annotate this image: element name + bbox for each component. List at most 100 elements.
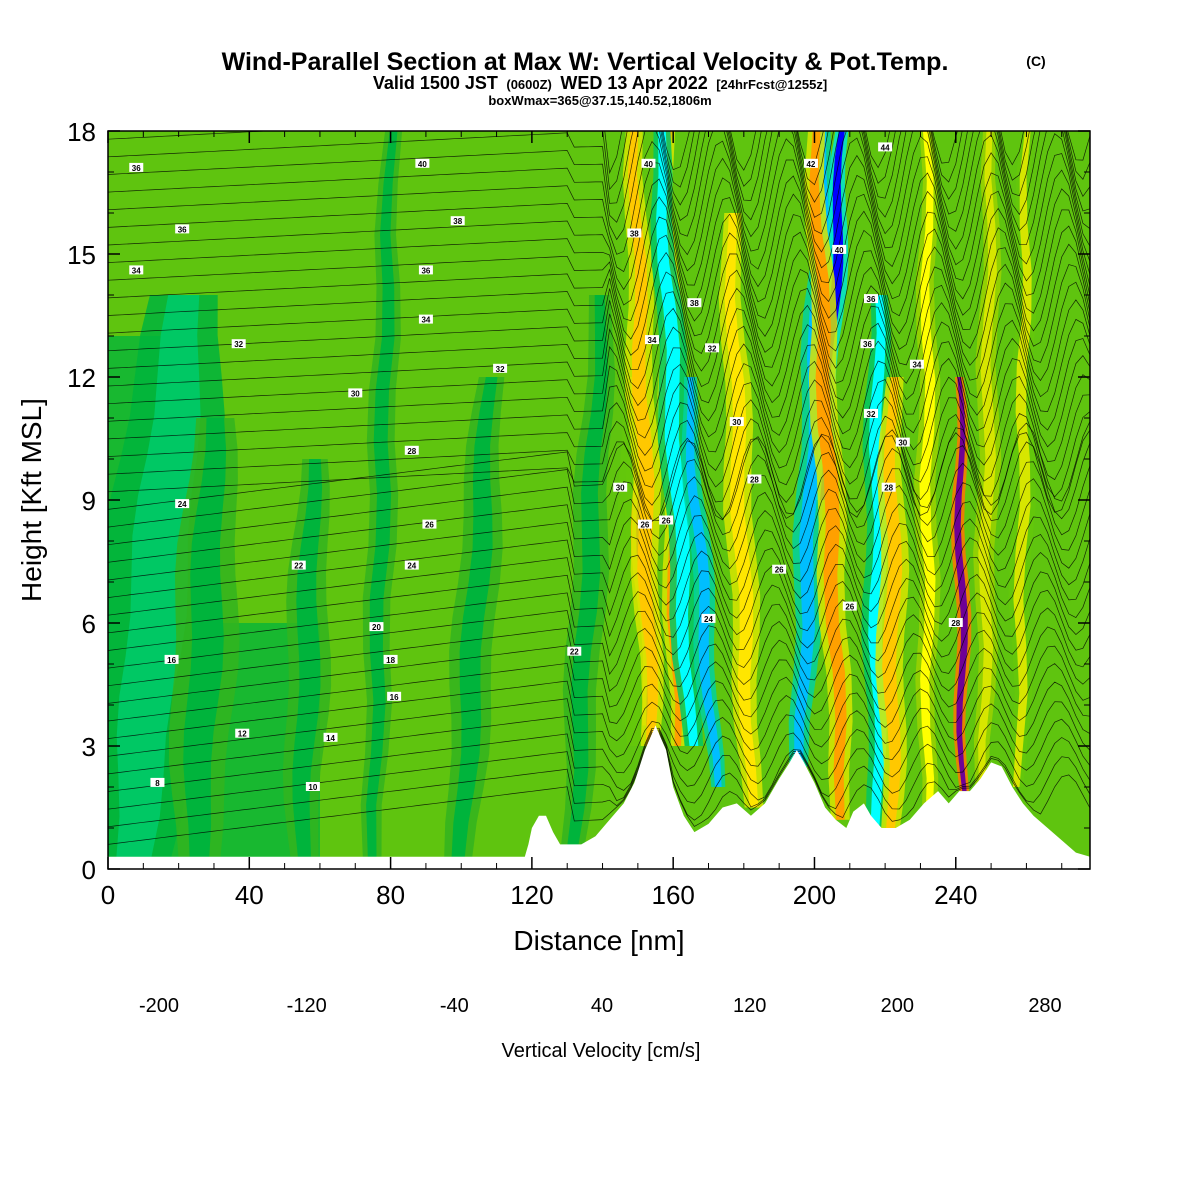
theta-label: 22 [567, 646, 582, 657]
velocity-core [919, 131, 936, 828]
x-axis-title: Distance [nm] [513, 925, 684, 956]
theta-contour-line [108, 496, 1090, 589]
theta-label: 26 [772, 564, 787, 575]
colorbar-tick-label: -200 [139, 995, 179, 1017]
theta-contour-line [108, 533, 1090, 622]
svg-text:16: 16 [167, 656, 176, 665]
svg-text:16: 16 [390, 693, 399, 702]
svg-text:34: 34 [912, 361, 921, 370]
svg-text:34: 34 [648, 336, 657, 345]
theta-label: 36 [418, 265, 433, 275]
theta-label: 28 [948, 618, 963, 628]
theta-label: 20 [369, 622, 384, 632]
theta-contour-line [108, 461, 1090, 556]
theta-contour-line [108, 131, 1090, 241]
theta-contour-line [108, 355, 1090, 456]
theta-contour-line [108, 589, 1090, 676]
svg-text:30: 30 [616, 484, 625, 493]
theta-label: 24 [404, 560, 419, 571]
svg-text:30: 30 [732, 418, 741, 427]
y-tick-label: 0 [82, 855, 96, 885]
theta-contour-line [108, 225, 1090, 340]
theta-contour-line [108, 169, 1090, 291]
theta-label: 32 [705, 343, 720, 353]
theta-contour-line [108, 731, 1090, 828]
svg-text:40: 40 [644, 160, 653, 169]
colorbar-tick-label: 40 [591, 995, 613, 1017]
svg-text:36: 36 [421, 266, 430, 275]
x-tick-label: 120 [510, 880, 553, 910]
theta-contour-line [108, 393, 1090, 488]
svg-text:34: 34 [421, 316, 430, 325]
colorbar-tick-label: 120 [733, 995, 766, 1017]
theta-contour-line [108, 299, 1090, 407]
theta-label: 26 [637, 519, 652, 530]
theta-label: 18 [383, 654, 398, 665]
velocity-core [366, 131, 398, 857]
svg-text:24: 24 [704, 615, 713, 624]
svg-text:32: 32 [496, 365, 505, 374]
svg-text:30: 30 [898, 439, 907, 448]
theta-contour-line [108, 701, 1090, 775]
theta-contour-line [108, 152, 1090, 273]
theta-contour-line [108, 421, 1090, 521]
velocity-core [292, 459, 323, 857]
theta-contour-line [108, 718, 1090, 792]
svg-text:36: 36 [178, 225, 187, 234]
theta-label: 26 [422, 519, 437, 530]
velocity-core [183, 418, 227, 857]
theta-label: 42 [803, 158, 818, 169]
y-tick-label: 6 [82, 609, 96, 639]
theta-label: 14 [323, 732, 338, 743]
theta-label: 30 [348, 388, 363, 398]
theta-label: 34 [129, 265, 144, 275]
box-max-info: boxWmax=365@37.15,140.52,1806m [488, 93, 711, 108]
svg-text:34: 34 [132, 266, 141, 275]
svg-text:44: 44 [881, 143, 890, 152]
theta-contour-line [108, 429, 1090, 522]
velocity-core [685, 377, 722, 787]
svg-text:28: 28 [884, 484, 893, 493]
svg-text:38: 38 [453, 217, 462, 226]
svg-text:28: 28 [750, 476, 759, 485]
colorbar-tick-label: -120 [287, 995, 327, 1017]
theta-contour-line [108, 411, 1090, 506]
svg-text:28: 28 [407, 447, 416, 456]
svg-text:18: 18 [386, 656, 395, 665]
theta-label: 36 [860, 339, 875, 349]
copyright-mark: (C) [1026, 53, 1045, 69]
theta-contour-line [108, 516, 1090, 606]
theta-contour-line [108, 318, 1090, 422]
velocity-core [809, 131, 847, 820]
theta-labels: 36 36 34 40 38 36 34 32 32 30 28 24 26 22 24 20 16 18 16 12… [129, 142, 963, 792]
theta-contour-line [108, 441, 1090, 540]
theta-label: 32 [231, 339, 246, 349]
theta-label: 40 [415, 158, 430, 169]
theta-contour-line [108, 131, 1090, 223]
terrain-mask [108, 725, 1090, 869]
theta-label: 30 [729, 417, 744, 427]
x-tick-label: 240 [934, 880, 977, 910]
theta-label: 8 [150, 777, 165, 788]
colorbar-tick-label: -40 [440, 995, 469, 1017]
svg-text:26: 26 [775, 566, 784, 575]
svg-text:32: 32 [234, 340, 243, 349]
svg-text:26: 26 [662, 517, 671, 526]
colorbar-title: Vertical Velocity [cm/s] [502, 1040, 701, 1062]
theta-contour-line [108, 607, 1090, 692]
velocity-core [566, 295, 609, 849]
x-tick-label: 200 [793, 880, 836, 910]
theta-contour-line [108, 663, 1090, 742]
svg-text:36: 36 [867, 295, 876, 304]
theta-contour-line [108, 337, 1090, 439]
theta-label: 16 [164, 654, 179, 665]
theta-label: 38 [687, 298, 702, 308]
theta-label: 34 [644, 335, 659, 345]
theta-contour-line [108, 645, 1090, 724]
theta-label: 36 [129, 162, 144, 173]
theta-contour-line [108, 626, 1090, 708]
svg-text:22: 22 [570, 648, 579, 657]
x-tick-label: 80 [376, 880, 405, 910]
